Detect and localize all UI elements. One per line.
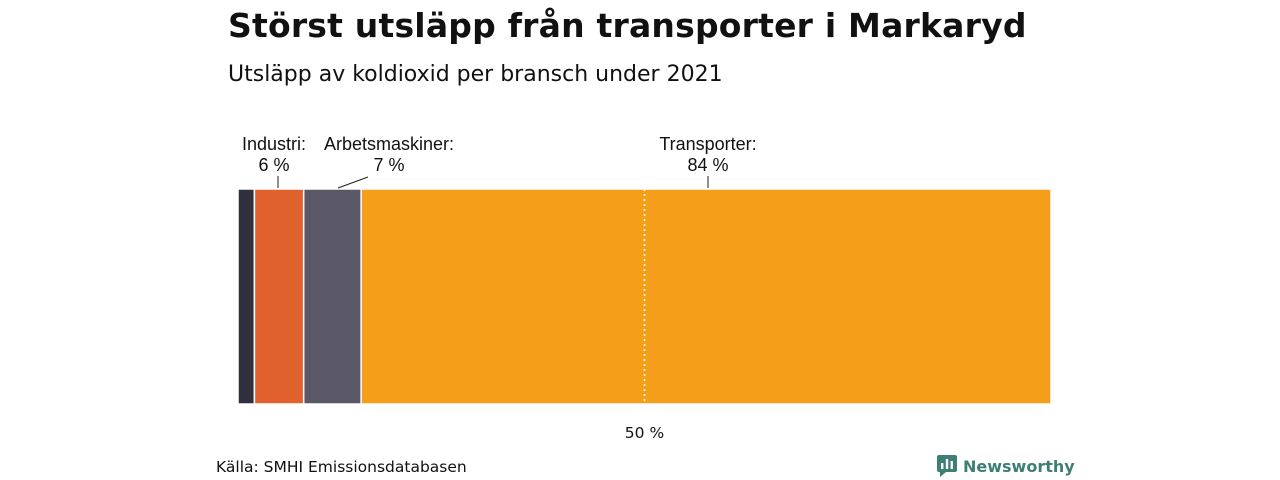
chart-subtitle: Utsläpp av koldioxid per bransch under 2…	[228, 62, 723, 87]
bar-segment	[253, 188, 305, 405]
bar-segment	[360, 188, 1052, 405]
brand-name: Newsworthy	[963, 456, 1075, 476]
chart-title: Störst utsläpp från transporter i Markar…	[228, 6, 1027, 45]
source-note: Källa: SMHI Emissionsdatabasen	[216, 458, 467, 476]
segment-name-label: Arbetsmaskiner:	[324, 134, 454, 154]
bar-segment	[302, 188, 362, 405]
reference-line-label: 50 %	[625, 424, 664, 442]
segment-value-label: 6 %	[258, 155, 289, 175]
brand-logo: Newsworthy	[937, 455, 1075, 477]
segment-value-label: 7 %	[373, 155, 404, 175]
segment-name-label: Transporter:	[659, 134, 756, 154]
bar-chart-logo-icon	[937, 455, 957, 477]
segment-value-label: 84 %	[687, 155, 728, 175]
segment-name-label: Industri:	[242, 134, 306, 154]
leader-line	[337, 176, 369, 189]
bar-segment	[237, 188, 256, 405]
